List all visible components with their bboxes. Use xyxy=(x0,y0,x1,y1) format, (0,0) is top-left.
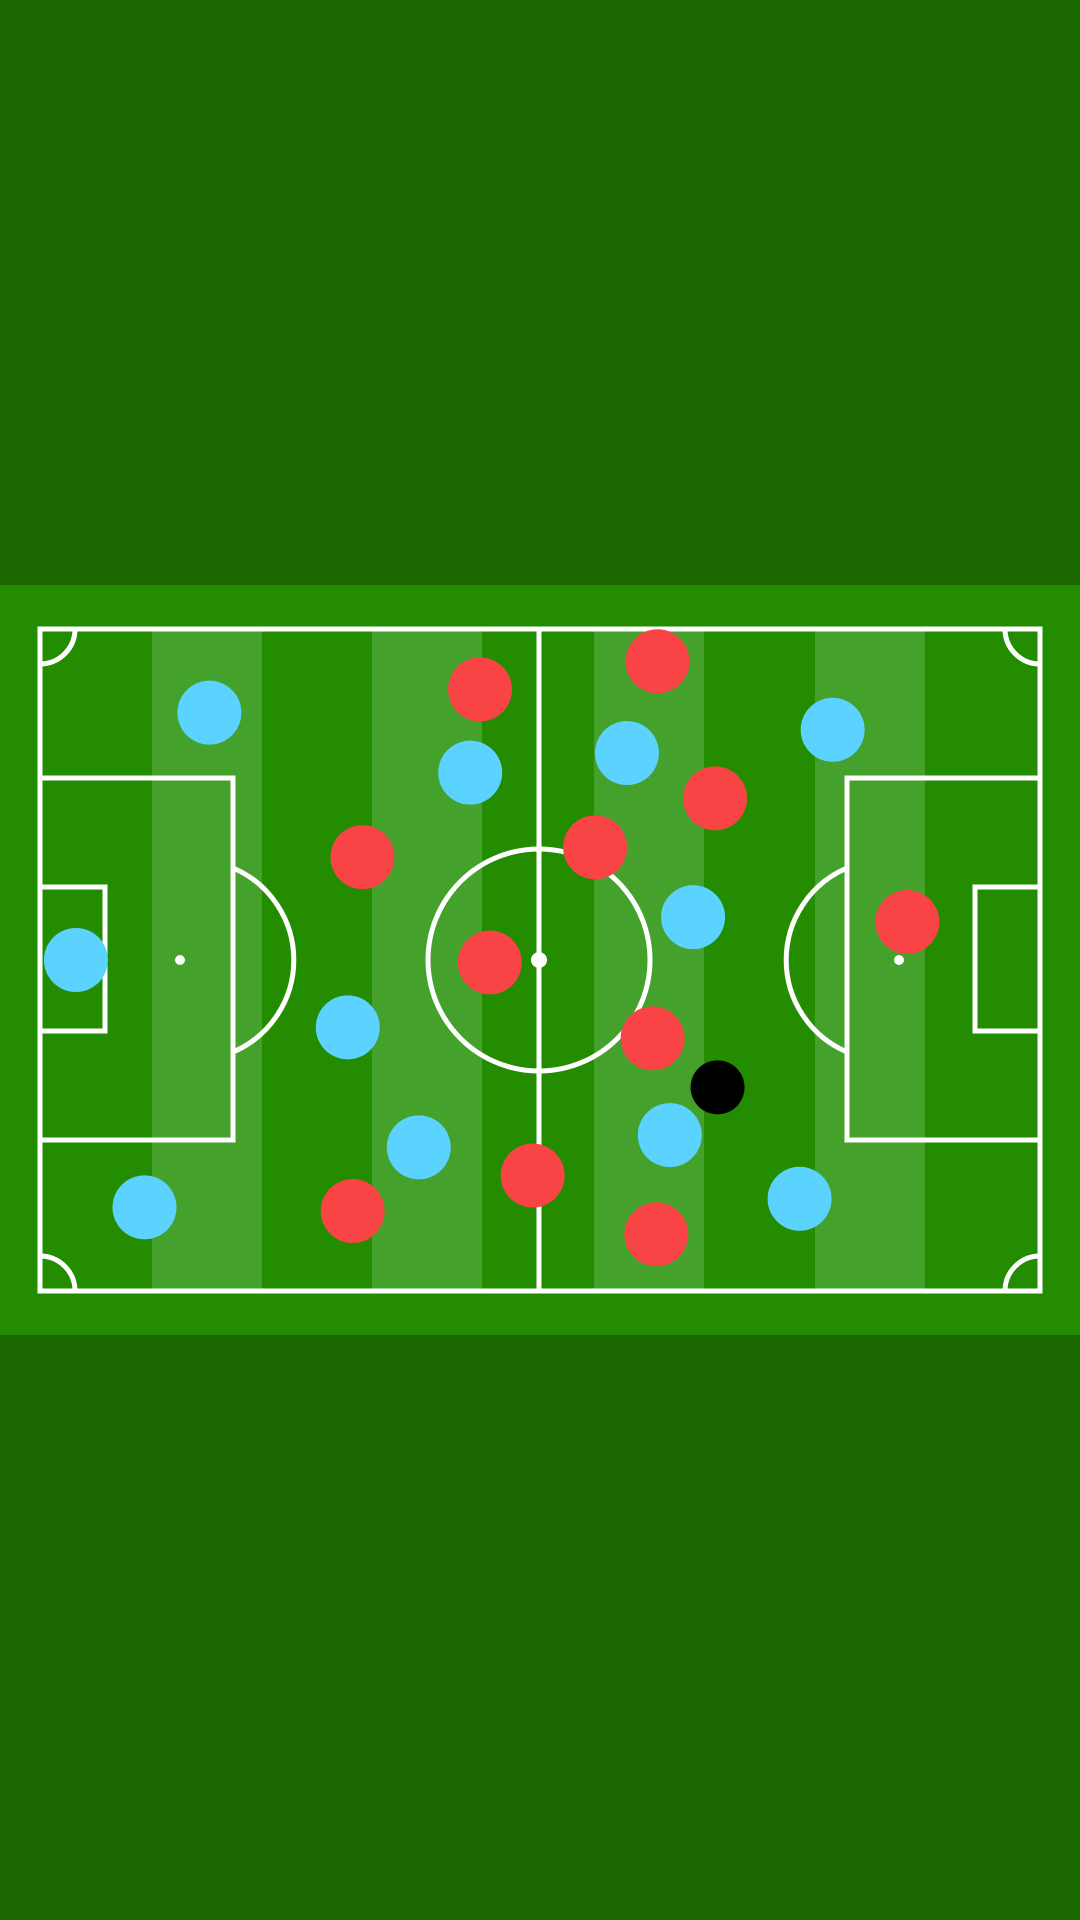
player xyxy=(767,1166,832,1231)
player xyxy=(661,885,726,950)
corner-arc xyxy=(1002,1253,1041,1292)
center-circle xyxy=(425,846,653,1074)
player xyxy=(386,1115,451,1180)
player xyxy=(43,928,108,992)
player xyxy=(320,1179,385,1244)
corner-arc xyxy=(39,1253,78,1292)
player xyxy=(330,825,395,890)
corner-arc xyxy=(1002,628,1041,667)
player xyxy=(594,721,659,786)
penalty-arc xyxy=(783,865,848,1055)
player xyxy=(625,629,690,694)
player xyxy=(563,815,628,880)
player xyxy=(500,1143,565,1208)
player xyxy=(438,740,503,805)
player xyxy=(637,1103,702,1168)
player xyxy=(448,657,512,722)
corner-arc xyxy=(39,628,78,667)
player xyxy=(177,680,242,745)
player xyxy=(683,766,748,831)
player xyxy=(800,697,865,762)
penalty-spot xyxy=(894,955,904,965)
player xyxy=(875,890,940,955)
ball xyxy=(690,1060,745,1115)
center-spot xyxy=(531,952,547,968)
player xyxy=(620,1006,685,1071)
player xyxy=(624,1202,689,1267)
player xyxy=(457,930,522,995)
player xyxy=(112,1175,177,1240)
goal-area xyxy=(972,884,1043,1034)
penalty-spot xyxy=(175,955,185,965)
penalty-arc xyxy=(232,865,297,1055)
player xyxy=(315,995,380,1060)
